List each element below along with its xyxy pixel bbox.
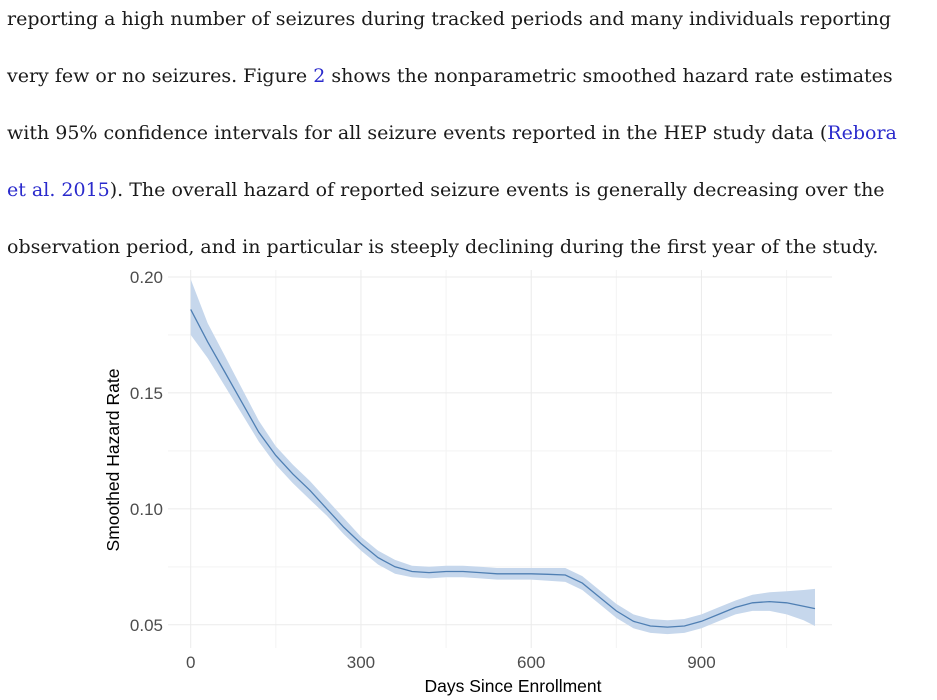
paragraph-line-5: observation period, and in particular is… bbox=[7, 235, 878, 259]
x-tick-label: 600 bbox=[517, 653, 545, 672]
paragraph-line-2: very few or no seizures. Figure 2 shows … bbox=[7, 64, 893, 88]
y-tick-label: 0.10 bbox=[130, 500, 163, 519]
paragraph-line-3-text: with 95% confidence intervals for all se… bbox=[7, 122, 828, 144]
paragraph-line-3: with 95% confidence intervals for all se… bbox=[7, 121, 897, 145]
y-tick-label: 0.15 bbox=[130, 384, 163, 403]
paragraph-line-2-text-a: very few or no seizures. Figure bbox=[7, 65, 314, 87]
chart-grid bbox=[168, 270, 832, 648]
x-tick-label: 900 bbox=[687, 653, 715, 672]
chart-tick-labels: 0 300 600 900 0.05 0.10 0.15 0.20 bbox=[130, 268, 716, 672]
y-tick-label: 0.20 bbox=[130, 268, 163, 287]
x-tick-label: 0 bbox=[186, 653, 195, 672]
paragraph-line-5-text: observation period, and in particular is… bbox=[7, 236, 879, 258]
paragraph-line-4: et al. 2015). The overall hazard of repo… bbox=[7, 178, 885, 202]
x-tick-label: 300 bbox=[347, 653, 375, 672]
hazard-rate-line bbox=[190, 309, 816, 628]
paragraph-line-1-text: reporting a high number of seizures duri… bbox=[7, 8, 892, 30]
y-axis-title: Smoothed Hazard Rate bbox=[103, 369, 123, 552]
y-tick-label: 0.05 bbox=[130, 616, 163, 635]
citation-link-author[interactable]: Rebora bbox=[827, 122, 897, 144]
paragraph-line-4-text: ). The overall hazard of reported seizur… bbox=[109, 179, 885, 201]
x-axis-title: Days Since Enrollment bbox=[424, 676, 601, 696]
citation-link-year[interactable]: et al. 2015 bbox=[7, 179, 110, 201]
paragraph-line-2-text-b: shows the nonparametric smoothed hazard … bbox=[325, 65, 893, 87]
confidence-interval-band bbox=[190, 279, 815, 635]
paragraph-line-1: reporting a high number of seizures duri… bbox=[7, 7, 891, 31]
figure-reference-link[interactable]: 2 bbox=[313, 65, 326, 87]
